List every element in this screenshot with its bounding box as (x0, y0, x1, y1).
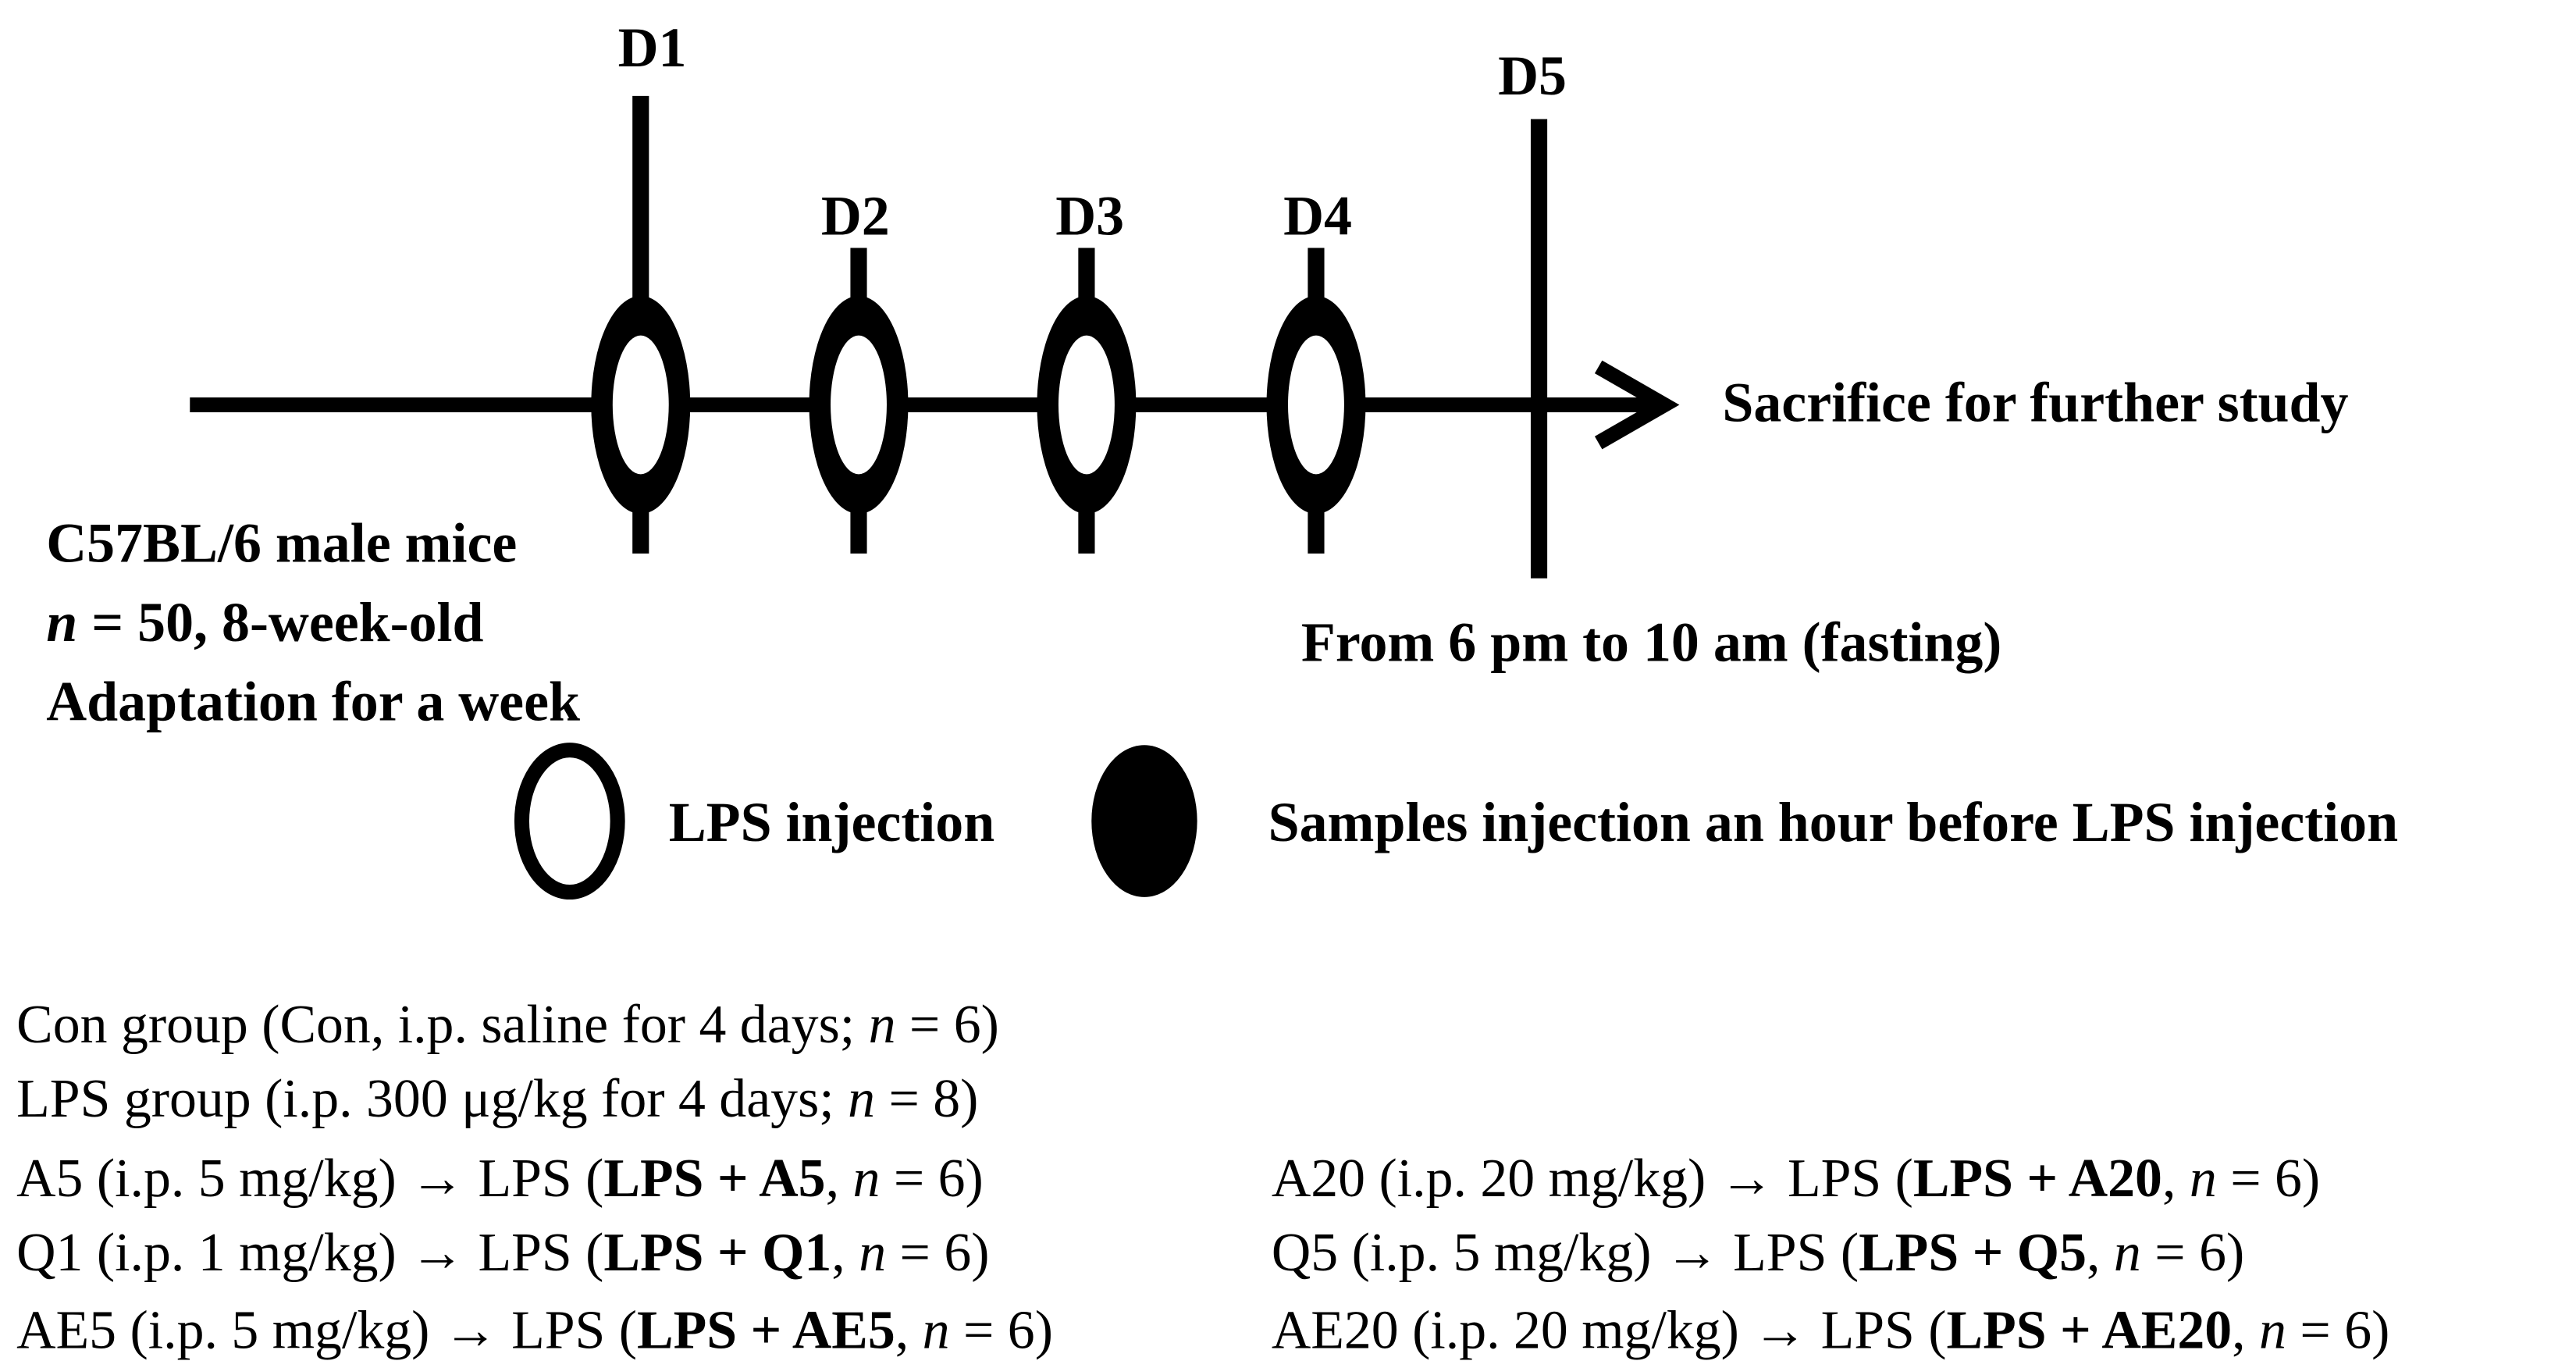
text-run: , (2162, 1149, 2190, 1209)
text-run: = 6) (2286, 1300, 2389, 1360)
group-list: Con group (Con, i.p. saline for 4 days; … (16, 995, 2389, 1360)
text-run: Q1 (i.p. 1 mg/kg) (16, 1223, 410, 1283)
text-run: LPS + A5 (603, 1149, 825, 1209)
text-run: LPS + Q5 (1859, 1223, 2087, 1283)
text-run: → (1665, 1223, 1720, 1283)
text-run: = 8) (875, 1069, 978, 1129)
animals-line: n = 50, 8-week-old (46, 591, 483, 654)
text-run: Adaptation for a week (46, 671, 580, 733)
group-line: AE20 (i.p. 20 mg/kg) → LPS (LPS + AE20, … (1272, 1300, 2390, 1360)
marker-inner (1288, 335, 1344, 475)
text-run: → (410, 1149, 464, 1209)
text-run: LPS ( (1774, 1149, 1913, 1209)
text-run: LPS ( (1807, 1300, 1946, 1360)
text-run: LPS ( (464, 1149, 603, 1209)
text-run: Q5 (i.p. 5 mg/kg) (1272, 1223, 1665, 1283)
group-line: Con group (Con, i.p. saline for 4 days; … (16, 995, 999, 1055)
legend-label: LPS injection (669, 791, 994, 853)
legend-open-marker (514, 743, 625, 900)
day-label: D1 (618, 16, 687, 79)
text-run: AE5 (i.p. 5 mg/kg) (16, 1300, 443, 1360)
legend-label: Samples injection an hour before LPS inj… (1268, 791, 2398, 853)
text-run: n (923, 1300, 950, 1360)
text-run: → (1720, 1149, 1774, 1209)
day-label: D4 (1283, 185, 1352, 248)
legend-filled-marker (1091, 745, 1197, 897)
text-run: = 6) (880, 1149, 983, 1209)
text-run: , (831, 1223, 859, 1283)
text-run: = 6) (950, 1300, 1053, 1360)
day-label: D3 (1055, 185, 1124, 248)
text-run: = 6) (886, 1223, 989, 1283)
text-run: , (895, 1300, 923, 1360)
timeline-arrowhead (1594, 360, 1680, 450)
text-run: LPS + Q1 (603, 1223, 831, 1283)
day-label: D2 (821, 185, 890, 248)
group-line: A20 (i.p. 20 mg/kg) → LPS (LPS + A20, n … (1272, 1149, 2320, 1209)
text-run: = 6) (895, 995, 998, 1055)
day-label: D5 (1498, 45, 1567, 107)
text-run: , (2232, 1300, 2259, 1360)
text-run: n (852, 1149, 880, 1209)
text-run: LPS ( (1720, 1223, 1859, 1283)
group-line: Q1 (i.p. 1 mg/kg) → LPS (LPS + Q1, n = 6… (16, 1223, 989, 1283)
text-run: LPS + A20 (1913, 1149, 2162, 1209)
text-run: LPS group (i.p. 300 μg/kg for 4 days; (16, 1069, 848, 1129)
marker-inner (1058, 335, 1115, 475)
text-run: LPS ( (464, 1223, 603, 1283)
text-run: = 50, 8-week-old (77, 591, 483, 654)
text-run: , (2087, 1223, 2114, 1283)
text-run: A5 (i.p. 5 mg/kg) (16, 1149, 410, 1209)
group-line: LPS group (i.p. 300 μg/kg for 4 days; n … (16, 1069, 978, 1129)
text-run: LPS + AE20 (1947, 1300, 2233, 1360)
text-run: A20 (i.p. 20 mg/kg) (1272, 1149, 1720, 1209)
text-run: n (2114, 1223, 2141, 1283)
text-run: , (826, 1149, 853, 1209)
marker-inner (612, 335, 669, 475)
text-run: n (2259, 1300, 2286, 1360)
group-line: Q5 (i.p. 5 mg/kg) → LPS (LPS + Q5, n = 6… (1272, 1223, 2244, 1283)
end-label: Sacrifice for further study (1722, 372, 2348, 434)
text-run: AE20 (i.p. 20 mg/kg) (1272, 1300, 1752, 1360)
group-line: AE5 (i.p. 5 mg/kg) → LPS (LPS + AE5, n =… (16, 1300, 1053, 1360)
text-run: → (443, 1300, 498, 1360)
text-run: n (848, 1069, 875, 1129)
text-run: = 6) (2217, 1149, 2320, 1209)
text-run: = 6) (2141, 1223, 2244, 1283)
text-run: n (46, 591, 77, 654)
text-run: C57BL/6 male mice (46, 511, 517, 574)
text-run: Con group (Con, i.p. saline for 4 days; (16, 995, 868, 1055)
group-line: A5 (i.p. 5 mg/kg) → LPS (LPS + A5, n = 6… (16, 1149, 984, 1209)
text-run: → (1752, 1300, 1807, 1360)
animals-line: Adaptation for a week (46, 671, 580, 733)
injection-markers (591, 295, 1366, 515)
text-run: n (869, 995, 896, 1055)
animals-line: C57BL/6 male mice (46, 511, 517, 574)
marker-inner (831, 335, 887, 475)
text-run: LPS + AE5 (637, 1300, 895, 1360)
text-run: LPS ( (498, 1300, 637, 1360)
text-run: → (410, 1223, 464, 1283)
text-run: n (859, 1223, 886, 1283)
fasting-label: From 6 pm to 10 am (fasting) (1301, 611, 2001, 673)
text-run: n (2190, 1149, 2217, 1209)
